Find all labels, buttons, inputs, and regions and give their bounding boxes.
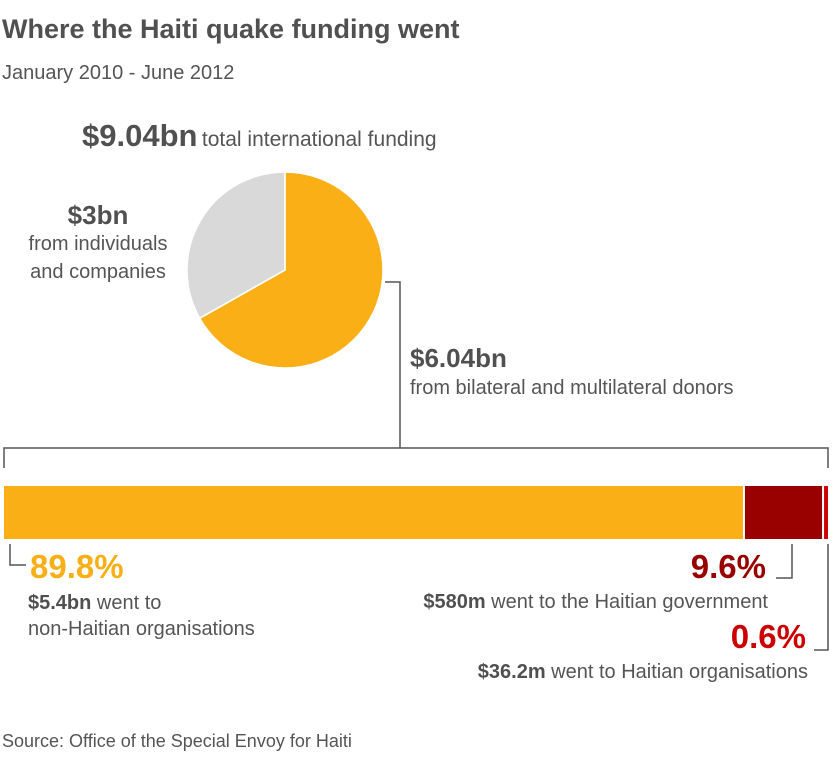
government-pct: 9.6% <box>690 548 766 585</box>
haitian-orgs-desc: $36.2m went to Haitian organisations <box>478 659 808 685</box>
donors-label: $6.04bn from bilateral and multilateral … <box>410 342 734 402</box>
non-haitian-text2: non-Haitian organisations <box>28 618 255 640</box>
total-funding-value: $9.04bn <box>82 118 198 153</box>
government-text: went to the Haitian government <box>485 591 768 613</box>
non-haitian-amount: $5.4bn <box>28 592 92 614</box>
stacked-bar <box>4 486 828 539</box>
pie-chart <box>186 171 384 369</box>
non-haitian-desc: $5.4bn went to non-Haitian organisations <box>28 590 255 642</box>
donors-value: $6.04bn <box>410 343 507 373</box>
bar-segment-non-haitian <box>4 486 744 539</box>
non-haitian-pct: 89.8% <box>30 548 124 585</box>
pie-slice-donors <box>198 171 384 369</box>
haitian-orgs-leader <box>814 544 829 651</box>
bar-bracket <box>3 447 829 468</box>
donor-connector <box>385 281 401 448</box>
bar-segment-government <box>743 486 824 539</box>
individuals-desc-line1: from individuals <box>28 233 168 255</box>
chart-subtitle: January 2010 - June 2012 <box>2 62 235 84</box>
individuals-value: $3bn <box>67 200 129 230</box>
non-haitian-text1: went to <box>91 592 162 614</box>
haitian-orgs-amount: $36.2m <box>477 661 546 683</box>
total-funding-label: total international funding <box>201 128 437 151</box>
haitian-orgs-pct: 0.6% <box>730 618 806 655</box>
pie-slice-individuals <box>186 171 286 320</box>
connector-lines <box>3 281 829 651</box>
donors-desc: from bilateral and multilateral donors <box>410 377 734 399</box>
source-note: Source: Office of the Special Envoy for … <box>2 731 352 751</box>
individuals-label: $3bn from individuals and companies <box>8 200 188 286</box>
individuals-desc-line2: and companies <box>30 261 166 283</box>
chart-title: Where the Haiti quake funding went <box>2 14 460 44</box>
bar-segment-haitian-orgs <box>823 486 828 539</box>
government-desc: $580m went to the Haitian government <box>423 589 768 615</box>
non-haitian-leader <box>9 544 26 566</box>
haitian-orgs-text: went to Haitian organisations <box>545 661 808 683</box>
government-leader <box>776 544 793 579</box>
total-funding: $9.04bn total international funding <box>82 118 437 154</box>
government-amount: $580m <box>423 591 486 613</box>
